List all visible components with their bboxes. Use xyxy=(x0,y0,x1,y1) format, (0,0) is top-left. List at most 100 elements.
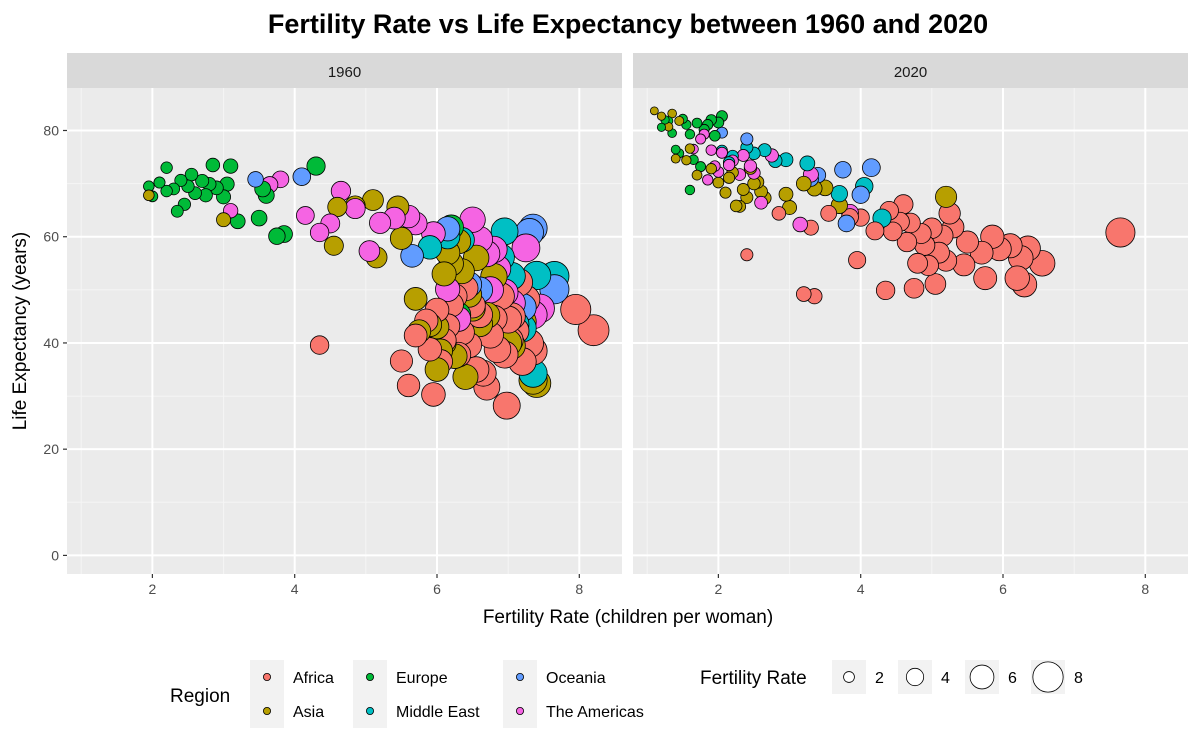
point-the-americas xyxy=(344,198,366,220)
point-asia xyxy=(143,189,155,202)
y-tick-label: 60 xyxy=(43,229,59,245)
point-asia xyxy=(431,261,457,287)
facet-1960-points xyxy=(143,156,610,420)
point-asia xyxy=(722,171,736,184)
point-asia xyxy=(684,143,696,154)
point-europe xyxy=(153,176,166,189)
point-africa xyxy=(907,252,928,274)
point-africa xyxy=(560,294,592,325)
y-tick-label: 40 xyxy=(43,335,59,351)
facet-2020-points xyxy=(649,106,1136,305)
point-asia xyxy=(389,226,413,250)
point-europe xyxy=(223,158,239,174)
point-asia xyxy=(323,235,344,256)
point-asia xyxy=(216,212,231,228)
point-asia xyxy=(681,155,692,166)
legend-label: Oceania xyxy=(546,670,606,687)
legend-label: Asia xyxy=(293,704,324,721)
x-tick-label: 4 xyxy=(291,581,299,597)
size-legend-label: 4 xyxy=(941,670,950,687)
legend-key-europe xyxy=(365,673,374,682)
point-the-americas xyxy=(511,233,541,263)
point-africa xyxy=(896,231,918,253)
facet-1960-strip xyxy=(67,53,622,88)
point-oceania xyxy=(834,161,852,179)
point-africa xyxy=(577,314,610,347)
point-the-americas xyxy=(695,133,707,145)
point-asia xyxy=(691,169,703,181)
point-africa xyxy=(924,273,947,295)
point-asia xyxy=(712,176,725,189)
point-europe xyxy=(684,129,696,140)
point-europe xyxy=(684,184,696,196)
x-axis: 2 4 6 8 2 4 6 8 xyxy=(148,574,1149,597)
y-tick-label: 20 xyxy=(43,441,59,457)
size-legend-key xyxy=(1032,661,1064,693)
point-africa xyxy=(771,206,787,221)
x-tick-label: 2 xyxy=(714,581,722,597)
point-europe xyxy=(670,144,681,155)
region-legend: Region Africa Asia Europe Middle East Oceani… xyxy=(170,660,644,728)
point-europe xyxy=(268,227,286,245)
point-oceania xyxy=(247,171,264,188)
point-europe xyxy=(691,117,703,129)
point-asia xyxy=(729,199,743,213)
point-the-americas xyxy=(792,216,808,233)
size-legend-label: 6 xyxy=(1008,670,1017,687)
x-axis-label: Fertility Rate (children per woman) xyxy=(483,607,773,628)
point-europe xyxy=(195,173,210,188)
point-africa xyxy=(421,382,446,407)
point-africa xyxy=(740,248,754,262)
point-europe xyxy=(656,122,667,132)
point-africa xyxy=(820,204,838,222)
point-africa xyxy=(403,323,428,348)
point-oceania xyxy=(862,158,881,177)
point-africa xyxy=(955,230,979,254)
point-oceania xyxy=(400,244,424,268)
point-asia xyxy=(719,186,732,199)
facet-1960-label: 1960 xyxy=(328,64,361,81)
size-legend-key xyxy=(843,671,855,683)
point-the-americas xyxy=(702,174,714,186)
point-the-americas xyxy=(309,222,330,243)
point-the-americas xyxy=(754,195,768,210)
legend-label: Middle East xyxy=(396,704,480,721)
point-europe xyxy=(250,209,268,227)
legend-key-asia xyxy=(262,707,271,716)
point-africa xyxy=(848,251,867,270)
size-legend-key xyxy=(905,667,925,687)
point-asia xyxy=(935,185,958,208)
point-africa xyxy=(865,221,885,241)
point-africa xyxy=(389,349,413,373)
facet-2020-panel: 2020 xyxy=(633,53,1188,574)
size-legend-key xyxy=(969,664,995,690)
point-africa xyxy=(396,373,421,398)
point-asia xyxy=(705,163,717,175)
legend-key-africa xyxy=(262,673,271,682)
point-africa xyxy=(973,266,998,291)
point-the-americas xyxy=(722,158,736,172)
legend-label: Africa xyxy=(293,670,334,687)
facet-2020-strip xyxy=(633,53,1188,88)
facet-2020-gridlines xyxy=(633,88,1188,574)
point-oceania xyxy=(740,132,754,146)
y-tick-label: 80 xyxy=(43,122,59,138)
point-asia xyxy=(656,111,667,121)
point-europe xyxy=(160,161,173,174)
point-africa xyxy=(1004,265,1030,291)
point-the-americas xyxy=(296,206,315,225)
x-tick-label: 6 xyxy=(433,581,441,597)
point-asia xyxy=(674,115,685,126)
point-the-americas xyxy=(369,211,392,234)
legend-label: Europe xyxy=(396,670,448,687)
point-europe xyxy=(306,156,326,176)
x-tick-label: 2 xyxy=(148,581,156,597)
point-africa xyxy=(903,277,925,299)
legend-key-oceania xyxy=(516,673,525,682)
point-europe xyxy=(709,130,721,142)
point-africa xyxy=(795,286,812,302)
size-legend-label: 8 xyxy=(1074,670,1083,687)
legend-label: The Americas xyxy=(546,704,644,721)
point-asia xyxy=(649,106,659,116)
